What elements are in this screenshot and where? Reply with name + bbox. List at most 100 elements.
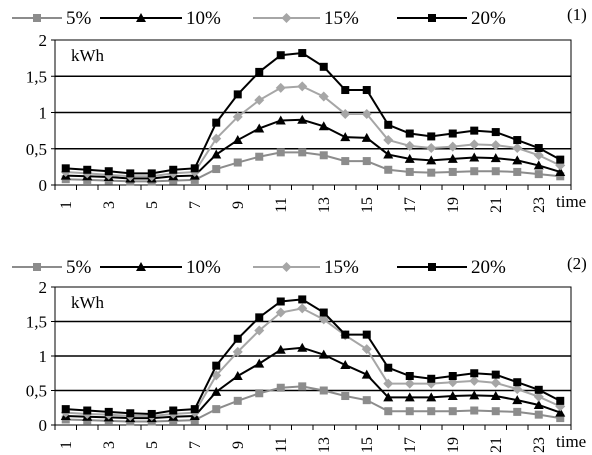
data-point: [233, 334, 242, 343]
legend-label: 20%: [471, 8, 506, 29]
data-point: [470, 126, 479, 135]
data-point: [512, 395, 523, 405]
data-point: [490, 140, 501, 151]
x-tick-label: 13: [316, 197, 333, 213]
x-tick-label: 5: [144, 201, 161, 209]
series-line: [65, 346, 561, 420]
data-point: [254, 325, 265, 336]
legend-marker: [33, 263, 41, 271]
data-point: [61, 405, 70, 414]
data-point: [448, 129, 457, 138]
data-point: [190, 416, 199, 425]
legend-label: 20%: [471, 257, 506, 278]
x-tick-label: 15: [359, 197, 376, 213]
y-tick-label: 0,5: [26, 140, 47, 159]
series-line: [65, 118, 561, 180]
x-tick-label: 9: [230, 201, 247, 209]
data-point: [340, 132, 351, 142]
legend-marker: [428, 263, 436, 271]
panel-label: (1): [567, 5, 587, 24]
data-point: [255, 67, 264, 76]
data-point: [298, 382, 307, 391]
data-point: [470, 369, 479, 378]
x-tick-label: 23: [531, 437, 548, 453]
data-point: [448, 372, 457, 381]
x-tick-label: 11: [273, 197, 290, 212]
legend-item: 5%: [12, 257, 92, 278]
data-point: [384, 120, 393, 129]
data-point: [447, 391, 458, 401]
data-point: [556, 396, 565, 405]
data-point: [190, 405, 199, 414]
data-point: [254, 95, 265, 106]
data-point: [104, 407, 113, 416]
data-point: [491, 167, 500, 176]
data-point: [555, 407, 566, 417]
data-point: [297, 303, 308, 314]
data-point: [383, 135, 394, 146]
y-tick-label: 1: [39, 347, 48, 366]
x-axis-label: time: [556, 432, 586, 451]
data-point: [318, 314, 329, 325]
data-point: [232, 135, 243, 145]
data-point: [297, 342, 308, 352]
data-point: [147, 169, 156, 178]
x-tick-label: 19: [445, 437, 462, 453]
data-point: [318, 121, 329, 131]
data-point: [104, 167, 113, 176]
data-point: [405, 372, 414, 381]
data-point: [556, 172, 565, 181]
data-point: [190, 164, 199, 173]
y-tick-label: 1,5: [26, 313, 47, 332]
data-point: [341, 157, 350, 166]
data-point: [383, 378, 394, 389]
x-tick-label: 1: [58, 441, 75, 449]
data-point: [384, 407, 393, 416]
x-tick-label: 21: [488, 437, 505, 453]
data-point: [126, 169, 135, 178]
legend-item: 10%: [100, 257, 221, 278]
legend-label: 10%: [186, 257, 221, 278]
data-point: [469, 390, 480, 400]
data-point: [341, 392, 350, 401]
legend-item: 15%: [253, 257, 359, 278]
legend-marker: [136, 13, 146, 22]
unit-label: kWh: [71, 293, 105, 312]
data-point: [404, 392, 415, 402]
data-point: [319, 62, 328, 71]
data-point: [361, 344, 372, 355]
data-point: [405, 407, 414, 416]
data-point: [404, 140, 415, 151]
data-point: [427, 374, 436, 383]
data-point: [318, 91, 329, 102]
data-point: [275, 307, 286, 318]
data-point: [341, 330, 350, 339]
data-point: [556, 155, 565, 164]
data-point: [361, 369, 372, 379]
data-point: [319, 151, 328, 160]
legend-label: 15%: [324, 8, 359, 29]
y-tick-label: 0,5: [26, 382, 47, 401]
data-point: [469, 139, 480, 150]
data-point: [61, 164, 70, 173]
legend-label: 10%: [186, 8, 221, 29]
data-point: [534, 410, 543, 419]
data-point: [232, 371, 243, 381]
data-point: [233, 396, 242, 405]
legend-marker: [136, 262, 146, 271]
data-point: [384, 363, 393, 372]
x-tick-label: 11: [273, 437, 290, 452]
legend: 5% 10% 15% 20%: [12, 257, 506, 278]
data-point: [490, 377, 501, 388]
x-tick-label: 7: [187, 441, 204, 449]
legend-item: 10%: [100, 8, 221, 29]
data-point: [513, 136, 522, 145]
x-tick-label: 19: [445, 197, 462, 213]
data-point: [490, 153, 501, 163]
data-point: [275, 115, 286, 125]
data-point: [405, 167, 414, 176]
legend-marker: [428, 14, 436, 22]
data-point: [83, 165, 92, 174]
data-point: [404, 153, 415, 163]
